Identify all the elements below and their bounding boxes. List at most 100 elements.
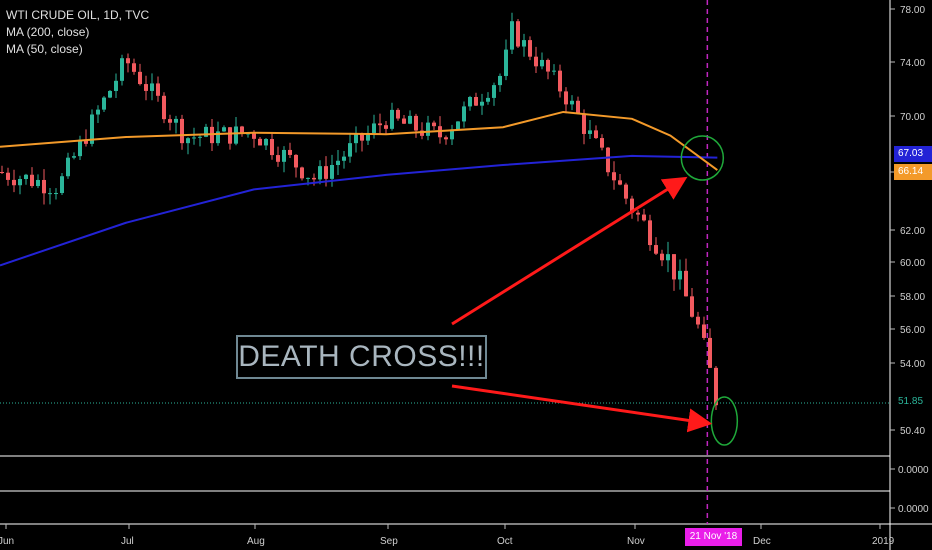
candle-down <box>636 212 640 215</box>
candle-down <box>690 296 694 317</box>
candle-down <box>612 172 616 181</box>
candle-down <box>528 40 532 57</box>
candle-up <box>198 136 202 138</box>
legend-ma50: MA (50, close) <box>6 42 83 56</box>
arrow-to-price <box>451 384 713 433</box>
candle-up <box>330 165 334 179</box>
candle-down <box>618 180 622 185</box>
candle-down <box>384 125 388 129</box>
candle-up <box>282 149 286 162</box>
cross-circle <box>680 135 725 181</box>
candle-down <box>594 130 598 139</box>
candle-up <box>18 179 22 186</box>
candle-up <box>504 49 508 76</box>
price-circle <box>710 396 739 446</box>
candle-down <box>444 137 448 140</box>
candle-down <box>702 324 706 338</box>
candle-down <box>144 84 148 91</box>
candle-down <box>642 214 646 221</box>
candle-down <box>534 56 538 67</box>
candle-down <box>660 253 664 261</box>
candle-down <box>288 149 292 155</box>
candle-down <box>258 138 262 146</box>
price-tick-label: 74.00 <box>900 58 925 69</box>
candle-up <box>450 129 454 140</box>
candle-down <box>252 133 256 139</box>
time-tick-label: Jul <box>121 536 134 547</box>
candle-up <box>222 127 226 132</box>
legend-ma200: MA (200, close) <box>6 25 90 39</box>
candle-up <box>570 100 574 105</box>
candle-up <box>120 58 124 81</box>
ma50-line <box>0 110 718 171</box>
candle-up <box>96 109 100 115</box>
candle-up <box>456 121 460 130</box>
candle-down <box>378 123 382 126</box>
candle-down <box>300 167 304 179</box>
candle-down <box>474 96 478 106</box>
candle-down <box>600 138 604 148</box>
candle-up <box>174 118 178 123</box>
candle-down <box>360 133 364 141</box>
candle-up <box>306 177 310 179</box>
candle-up <box>204 126 208 137</box>
price-tick-label: 62.00 <box>900 226 925 237</box>
candle-up <box>216 131 220 144</box>
candle-up <box>348 143 352 157</box>
candle-down <box>684 270 688 297</box>
candle-down <box>6 172 10 180</box>
candle-down <box>228 127 232 144</box>
candle-up <box>390 109 394 129</box>
candle-down <box>576 100 580 114</box>
candle-down <box>0 172 4 173</box>
candle-down <box>414 115 418 131</box>
ma50-price-tag: 66.14 <box>894 164 932 180</box>
pane-tick-label: 0.0000 <box>898 465 929 476</box>
candle-up <box>186 138 190 144</box>
candle-down <box>324 166 328 179</box>
symbol-title: WTI CRUDE OIL, 1D, TVC <box>6 8 150 22</box>
candle-down <box>396 109 400 119</box>
candle-down <box>168 119 172 123</box>
candle-up <box>426 122 430 136</box>
candle-down <box>420 130 424 136</box>
price-tick-label: 50.40 <box>900 426 925 437</box>
candle-down <box>162 95 166 120</box>
arrow-to-cross <box>451 176 688 326</box>
time-tick-label: Sep <box>380 536 398 547</box>
candle-up <box>318 166 322 180</box>
time-tick-label: 2019 <box>872 536 895 547</box>
price-tick-label: 54.00 <box>900 359 925 370</box>
candle-up <box>150 83 154 91</box>
candle-up <box>66 157 70 177</box>
candle-up <box>78 139 82 157</box>
candle-up <box>234 126 238 144</box>
candle-down <box>654 245 658 254</box>
candle-up <box>192 137 196 139</box>
candle-up <box>492 85 496 98</box>
candle-down <box>270 139 274 156</box>
ma200-line <box>0 154 718 267</box>
candle-up <box>24 174 28 180</box>
candle-down <box>12 179 16 186</box>
candle-up <box>468 96 472 107</box>
candle-up <box>354 133 358 144</box>
candle-down <box>312 177 316 180</box>
candle-up <box>540 59 544 67</box>
candle-up <box>510 21 514 50</box>
candle-up <box>372 123 376 133</box>
candle-up <box>480 101 484 106</box>
candle-up <box>666 254 670 261</box>
candle-down <box>84 139 88 144</box>
candle-up <box>462 106 466 122</box>
death-cross-annotation: DEATH CROSS!!! <box>236 335 487 379</box>
candle-up <box>408 115 412 124</box>
price-tick-label: 78.00 <box>900 5 925 16</box>
candle-down <box>708 337 712 368</box>
chart-legend: WTI CRUDE OIL, 1D, TVC MA (200, close) M… <box>6 7 149 58</box>
candle-up <box>108 90 112 98</box>
candle-down <box>696 316 700 325</box>
pane-tick-label: 0.0000 <box>898 504 929 515</box>
candle-down <box>156 83 160 96</box>
